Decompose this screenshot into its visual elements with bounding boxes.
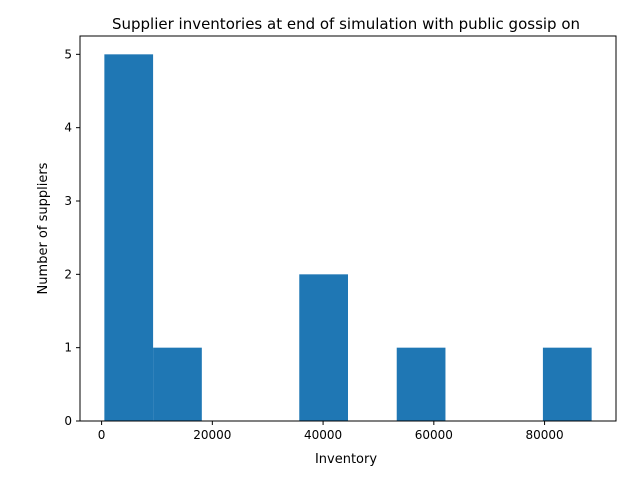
x-tick-label: 60000 — [415, 428, 453, 442]
histogram-bar-4 — [299, 274, 348, 421]
histogram-bar-0 — [104, 54, 154, 421]
histogram-bar-1 — [153, 347, 202, 421]
x-tick-label: 40000 — [304, 428, 342, 442]
x-axis-ticks: 0 20000 40000 60000 80000 — [98, 421, 564, 442]
x-tick-label: 80000 — [525, 428, 563, 442]
plot-area — [104, 54, 592, 421]
y-axis-label: Number of suppliers — [36, 162, 51, 294]
histogram-bar-9 — [542, 347, 592, 421]
y-tick-label: 1 — [64, 341, 72, 355]
histogram-bar-6 — [396, 347, 446, 421]
chart-title: Supplier inventories at end of simulatio… — [112, 15, 580, 33]
plot-frame — [79, 35, 617, 422]
x-axis-label: Inventory — [315, 452, 377, 467]
y-tick-label: 3 — [64, 194, 72, 208]
y-tick-label: 0 — [64, 414, 72, 428]
y-axis-ticks: 0 1 2 3 4 5 — [64, 47, 80, 428]
x-tick-label: 0 — [98, 428, 106, 442]
y-tick-label: 2 — [64, 267, 72, 281]
y-tick-label: 4 — [64, 121, 72, 135]
x-tick-label: 20000 — [193, 428, 231, 442]
y-tick-label: 5 — [64, 47, 72, 61]
